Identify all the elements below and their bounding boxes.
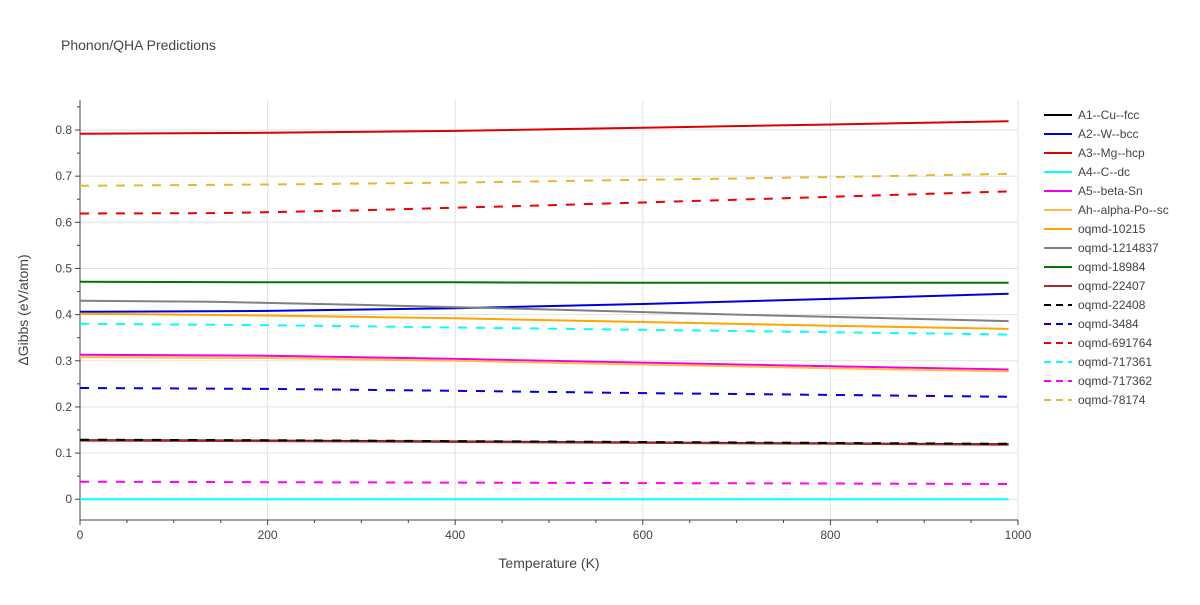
series-line-oqmd-22408	[79, 438, 1009, 445]
legend-item[interactable]: oqmd-78174	[1044, 393, 1146, 407]
legend-label: A5--beta-Sn	[1078, 184, 1143, 198]
y-tick-label: 0.8	[55, 123, 72, 137]
x-tick-label: 800	[820, 528, 840, 542]
series-line-oqmd-717361	[79, 322, 1009, 336]
y-tick-label: 0.6	[55, 215, 72, 229]
legend-label: oqmd-691764	[1078, 336, 1152, 350]
legend-label: oqmd-22407	[1078, 279, 1146, 293]
series-line-ah-alpha-po-sc	[79, 356, 1009, 373]
y-tick-label: 0	[65, 492, 72, 506]
legend-label: oqmd-717362	[1078, 374, 1152, 388]
series-line-a3-mg-hcp	[79, 120, 1009, 135]
legend-item[interactable]: oqmd-22407	[1044, 279, 1146, 293]
x-tick-label: 400	[445, 528, 465, 542]
series-line-oqmd-10215	[79, 312, 1009, 330]
y-tick-label: 0.1	[55, 446, 72, 460]
legend-label: A3--Mg--hcp	[1078, 146, 1145, 160]
legend-item[interactable]: oqmd-717361	[1044, 355, 1152, 369]
x-tick-label: 600	[633, 528, 653, 542]
legend-label: Ah--alpha-Po--sc	[1078, 203, 1169, 217]
legend-label: oqmd-78174	[1078, 393, 1146, 407]
y-tick-label: 0.2	[55, 400, 72, 414]
series-line-oqmd-691764	[79, 190, 1009, 215]
legend-label: A4--C--dc	[1078, 165, 1130, 179]
y-tick-label: 0.3	[55, 354, 72, 368]
series-line-oqmd-1214837	[79, 299, 1009, 323]
y-tick-label: 0.5	[55, 261, 72, 275]
series-line-oqmd-3484	[79, 387, 1009, 398]
legend-label: oqmd-717361	[1078, 355, 1152, 369]
legend-item[interactable]: A3--Mg--hcp	[1044, 146, 1145, 160]
legend-item[interactable]: oqmd-18984	[1044, 260, 1146, 274]
legend-label: A1--Cu--fcc	[1078, 108, 1139, 122]
legend-item[interactable]: oqmd-22408	[1044, 298, 1146, 312]
legend-item[interactable]: Ah--alpha-Po--sc	[1044, 203, 1169, 217]
x-tick-label: 200	[258, 528, 278, 542]
legend-label: oqmd-3484	[1078, 317, 1139, 331]
legend-item[interactable]: A5--beta-Sn	[1044, 184, 1143, 198]
legend[interactable]: A1--Cu--fcc A2--W--bcc A3--Mg--hcp A4--C--d…	[1044, 108, 1169, 407]
legend-item[interactable]: oqmd-691764	[1044, 336, 1152, 350]
y-tick-label: 0.7	[55, 169, 72, 183]
legend-label: oqmd-1214837	[1078, 241, 1159, 255]
legend-label: oqmd-22408	[1078, 298, 1146, 312]
series-line-oqmd-18984	[79, 280, 1009, 284]
series-line-oqmd-78174	[79, 172, 1009, 187]
x-tick-label: 1000	[1005, 528, 1032, 542]
legend-item[interactable]: A1--Cu--fcc	[1044, 108, 1139, 122]
series-line-oqmd-717362	[79, 480, 1009, 485]
x-axis-label: Temperature (K)	[498, 555, 599, 571]
legend-item[interactable]: oqmd-1214837	[1044, 241, 1159, 255]
y-axis-label: ΔGibbs (eV/atom)	[15, 254, 31, 365]
legend-label: oqmd-10215	[1078, 222, 1146, 236]
plot-area	[79, 120, 1009, 501]
legend-item[interactable]: oqmd-717362	[1044, 374, 1152, 388]
axes: 0 200 400 600 800 1000 0 0.1 0.2 0.3 0.4 0.5 0.6 0.7 0…	[55, 100, 1032, 542]
x-tick-label: 0	[77, 528, 84, 542]
series-line-a5-beta-sn	[79, 353, 1009, 371]
series-line-a2-w-bcc	[79, 292, 1009, 313]
legend-label: oqmd-18984	[1078, 260, 1146, 274]
y-tick-label: 0.4	[55, 308, 72, 322]
legend-item[interactable]: oqmd-3484	[1044, 317, 1139, 331]
chart-title: Phonon/QHA Predictions	[61, 37, 216, 53]
legend-item[interactable]: oqmd-10215	[1044, 222, 1146, 236]
legend-item[interactable]: A2--W--bcc	[1044, 127, 1138, 141]
legend-label: A2--W--bcc	[1078, 127, 1138, 141]
legend-item[interactable]: A4--C--dc	[1044, 165, 1130, 179]
